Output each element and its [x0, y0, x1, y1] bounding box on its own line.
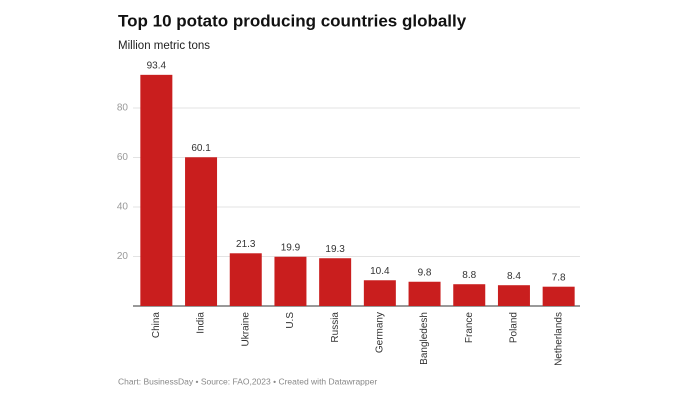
x-tick-label: China: [151, 312, 162, 339]
bar: [229, 253, 262, 306]
x-tick-label: India: [196, 312, 207, 334]
x-tick-label: France: [464, 312, 475, 344]
value-label: 7.8: [552, 272, 566, 283]
bar: [453, 284, 486, 306]
x-tick-label: Netherlands: [553, 312, 564, 366]
value-label: 60.1: [191, 143, 211, 154]
bar: [408, 281, 441, 306]
bar: [185, 157, 218, 306]
x-tick-label: Russia: [330, 312, 341, 343]
bar: [497, 285, 530, 306]
x-tick-label: Poland: [509, 312, 520, 343]
chart-footer: Chart: BusinessDay • Source: FAO,2023 • …: [118, 376, 377, 386]
y-tick-label: 40: [117, 202, 129, 213]
value-label: 10.4: [370, 266, 390, 277]
value-label: 21.3: [236, 239, 256, 250]
value-label: 9.8: [418, 267, 432, 278]
bar: [542, 286, 575, 306]
value-label: 8.4: [507, 271, 521, 282]
value-label: 19.3: [325, 244, 345, 255]
bar: [140, 74, 173, 307]
x-tick-label: Germany: [374, 312, 385, 353]
chart-title: Top 10 potato producing countries global…: [118, 11, 467, 30]
bar: [274, 256, 307, 306]
y-tick-label: 80: [117, 103, 129, 114]
x-tick-label: Ukraine: [240, 312, 251, 347]
value-label: 8.8: [462, 270, 476, 281]
value-label: 93.4: [147, 60, 167, 71]
y-tick-label: 20: [117, 251, 129, 262]
x-tick-label: Bangledesh: [419, 312, 430, 365]
y-tick-label: 60: [117, 152, 129, 163]
x-tick-label: U.S: [285, 312, 296, 329]
bar: [319, 258, 352, 306]
chart-subtitle: Million metric tons: [118, 40, 210, 52]
bar: [363, 280, 396, 306]
value-label: 19.9: [281, 242, 301, 253]
